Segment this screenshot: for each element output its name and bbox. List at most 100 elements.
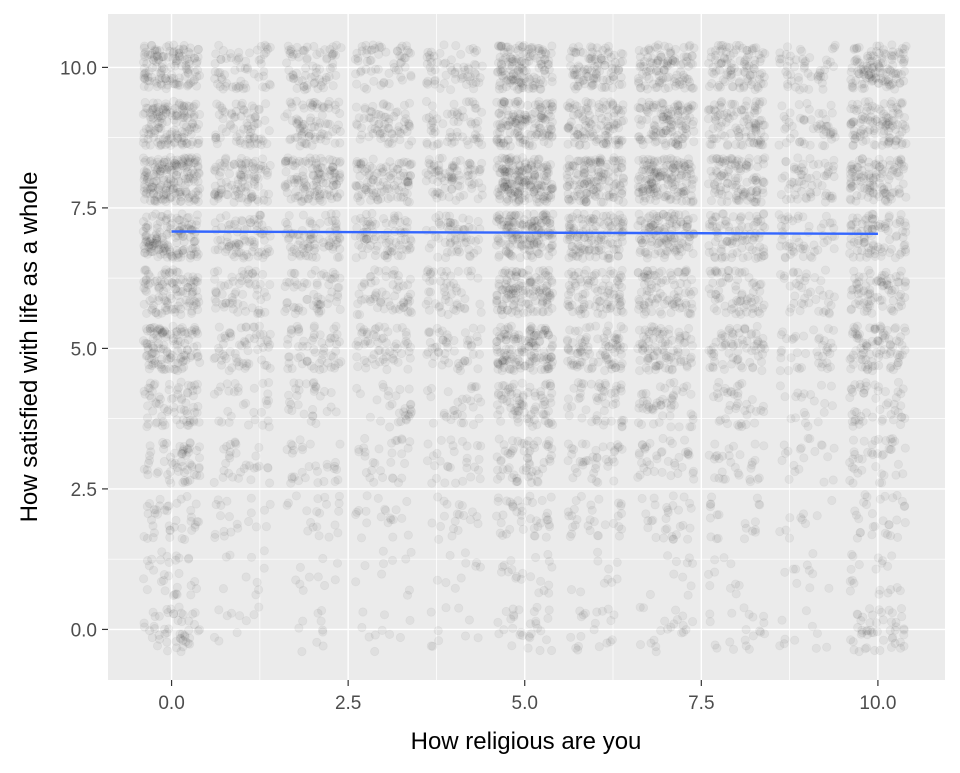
data-point — [711, 238, 719, 246]
data-point — [571, 327, 579, 335]
data-point — [576, 588, 584, 596]
data-point — [296, 436, 304, 444]
data-point — [518, 379, 526, 387]
data-point — [606, 638, 614, 646]
data-point — [435, 219, 443, 227]
data-point — [713, 451, 721, 459]
data-point — [652, 533, 660, 541]
data-point — [594, 557, 602, 565]
data-point — [407, 548, 415, 556]
data-point — [577, 632, 585, 640]
data-point — [635, 234, 643, 242]
data-point — [495, 280, 503, 288]
data-point — [851, 407, 859, 415]
data-point — [791, 636, 799, 644]
data-point — [308, 336, 316, 344]
data-point — [392, 392, 400, 400]
data-point — [195, 418, 203, 426]
data-point — [544, 614, 552, 622]
data-point — [650, 636, 658, 644]
data-point — [567, 530, 575, 538]
data-point — [607, 417, 615, 425]
data-point — [684, 220, 692, 228]
data-point — [602, 305, 610, 313]
data-point — [897, 390, 905, 398]
data-point — [569, 474, 577, 482]
data-point — [706, 610, 714, 618]
data-point — [855, 647, 863, 655]
data-point — [786, 308, 794, 316]
data-point — [235, 279, 243, 287]
data-point — [171, 365, 179, 373]
data-point — [683, 535, 691, 543]
data-point — [316, 392, 324, 400]
data-point — [672, 557, 680, 565]
data-point — [847, 354, 855, 362]
data-point — [331, 521, 339, 529]
data-point — [155, 284, 163, 292]
data-point — [355, 310, 363, 318]
data-point — [211, 353, 219, 361]
data-point — [498, 563, 506, 571]
data-point — [178, 396, 186, 404]
data-point — [665, 325, 673, 333]
data-point — [316, 219, 324, 227]
data-point — [730, 390, 738, 398]
data-point — [446, 551, 454, 559]
data-point — [334, 293, 342, 301]
data-point — [513, 572, 521, 580]
data-point — [190, 279, 198, 287]
data-point — [300, 410, 308, 418]
data-point — [298, 283, 306, 291]
data-point — [140, 387, 148, 395]
data-point — [888, 552, 896, 560]
data-point — [680, 436, 688, 444]
data-point — [172, 516, 180, 524]
data-point — [165, 476, 173, 484]
data-point — [360, 444, 368, 452]
data-point — [663, 625, 671, 633]
data-point — [160, 457, 168, 465]
data-point — [748, 279, 756, 287]
data-point — [219, 473, 227, 481]
data-point — [756, 628, 764, 636]
data-point — [145, 562, 153, 570]
data-point — [602, 355, 610, 363]
data-point — [284, 365, 292, 373]
data-point — [499, 381, 507, 389]
data-point — [564, 344, 572, 352]
data-point — [165, 386, 173, 394]
data-point — [712, 213, 720, 221]
data-point — [801, 419, 809, 427]
data-point — [363, 492, 371, 500]
data-point — [146, 379, 154, 387]
data-point — [847, 565, 855, 573]
data-point — [450, 447, 458, 455]
data-point — [544, 442, 552, 450]
data-point — [179, 447, 187, 455]
data-point — [674, 469, 682, 477]
data-point — [887, 435, 895, 443]
data-point — [148, 212, 156, 220]
data-point — [257, 165, 265, 173]
data-point — [210, 478, 218, 486]
data-point — [288, 157, 296, 165]
data-point — [152, 229, 160, 237]
data-point — [682, 266, 690, 274]
data-point — [312, 176, 320, 184]
data-point — [243, 250, 251, 258]
data-point — [818, 352, 826, 360]
data-point — [876, 586, 884, 594]
data-point — [687, 504, 695, 512]
data-point — [167, 605, 175, 613]
data-point — [683, 363, 691, 371]
data-point — [241, 399, 249, 407]
data-point — [166, 533, 174, 541]
data-point — [608, 365, 616, 373]
data-point — [444, 310, 452, 318]
data-point — [507, 556, 515, 564]
data-point — [871, 646, 879, 654]
data-point — [395, 283, 403, 291]
data-point — [424, 440, 432, 448]
data-point — [163, 638, 171, 646]
